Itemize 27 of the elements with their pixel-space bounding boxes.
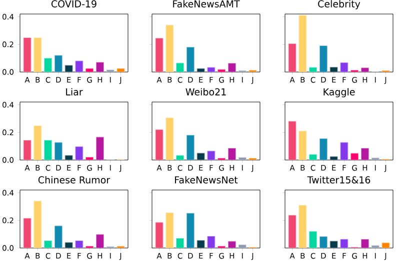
chart-title: Liar	[66, 88, 83, 96]
chart-title: COVID-19	[51, 0, 96, 8]
bar	[34, 38, 42, 72]
bar	[350, 153, 359, 160]
bar	[166, 118, 174, 160]
chart-title: Weibo21	[186, 88, 226, 96]
chart-title: Twitter15&16	[307, 176, 370, 184]
bar	[238, 157, 246, 160]
chart-title: Chinese Rumor	[38, 176, 110, 184]
bar	[23, 38, 32, 72]
bar	[155, 129, 164, 160]
bar	[319, 46, 328, 72]
bar	[218, 69, 226, 72]
chart-title: Kaggle	[324, 88, 355, 98]
bar	[54, 142, 62, 160]
chart-title: Celebrity	[318, 0, 360, 10]
bar	[34, 126, 42, 160]
bar	[23, 140, 32, 160]
chart-title: FakeNewsNet	[175, 176, 238, 184]
bar	[54, 55, 62, 72]
chart-title: FakeNewsAMT	[173, 0, 240, 8]
bar	[298, 15, 307, 72]
bar	[86, 68, 94, 72]
bar	[288, 43, 296, 72]
bar	[319, 138, 328, 160]
bar	[288, 121, 296, 160]
bar	[116, 68, 125, 72]
